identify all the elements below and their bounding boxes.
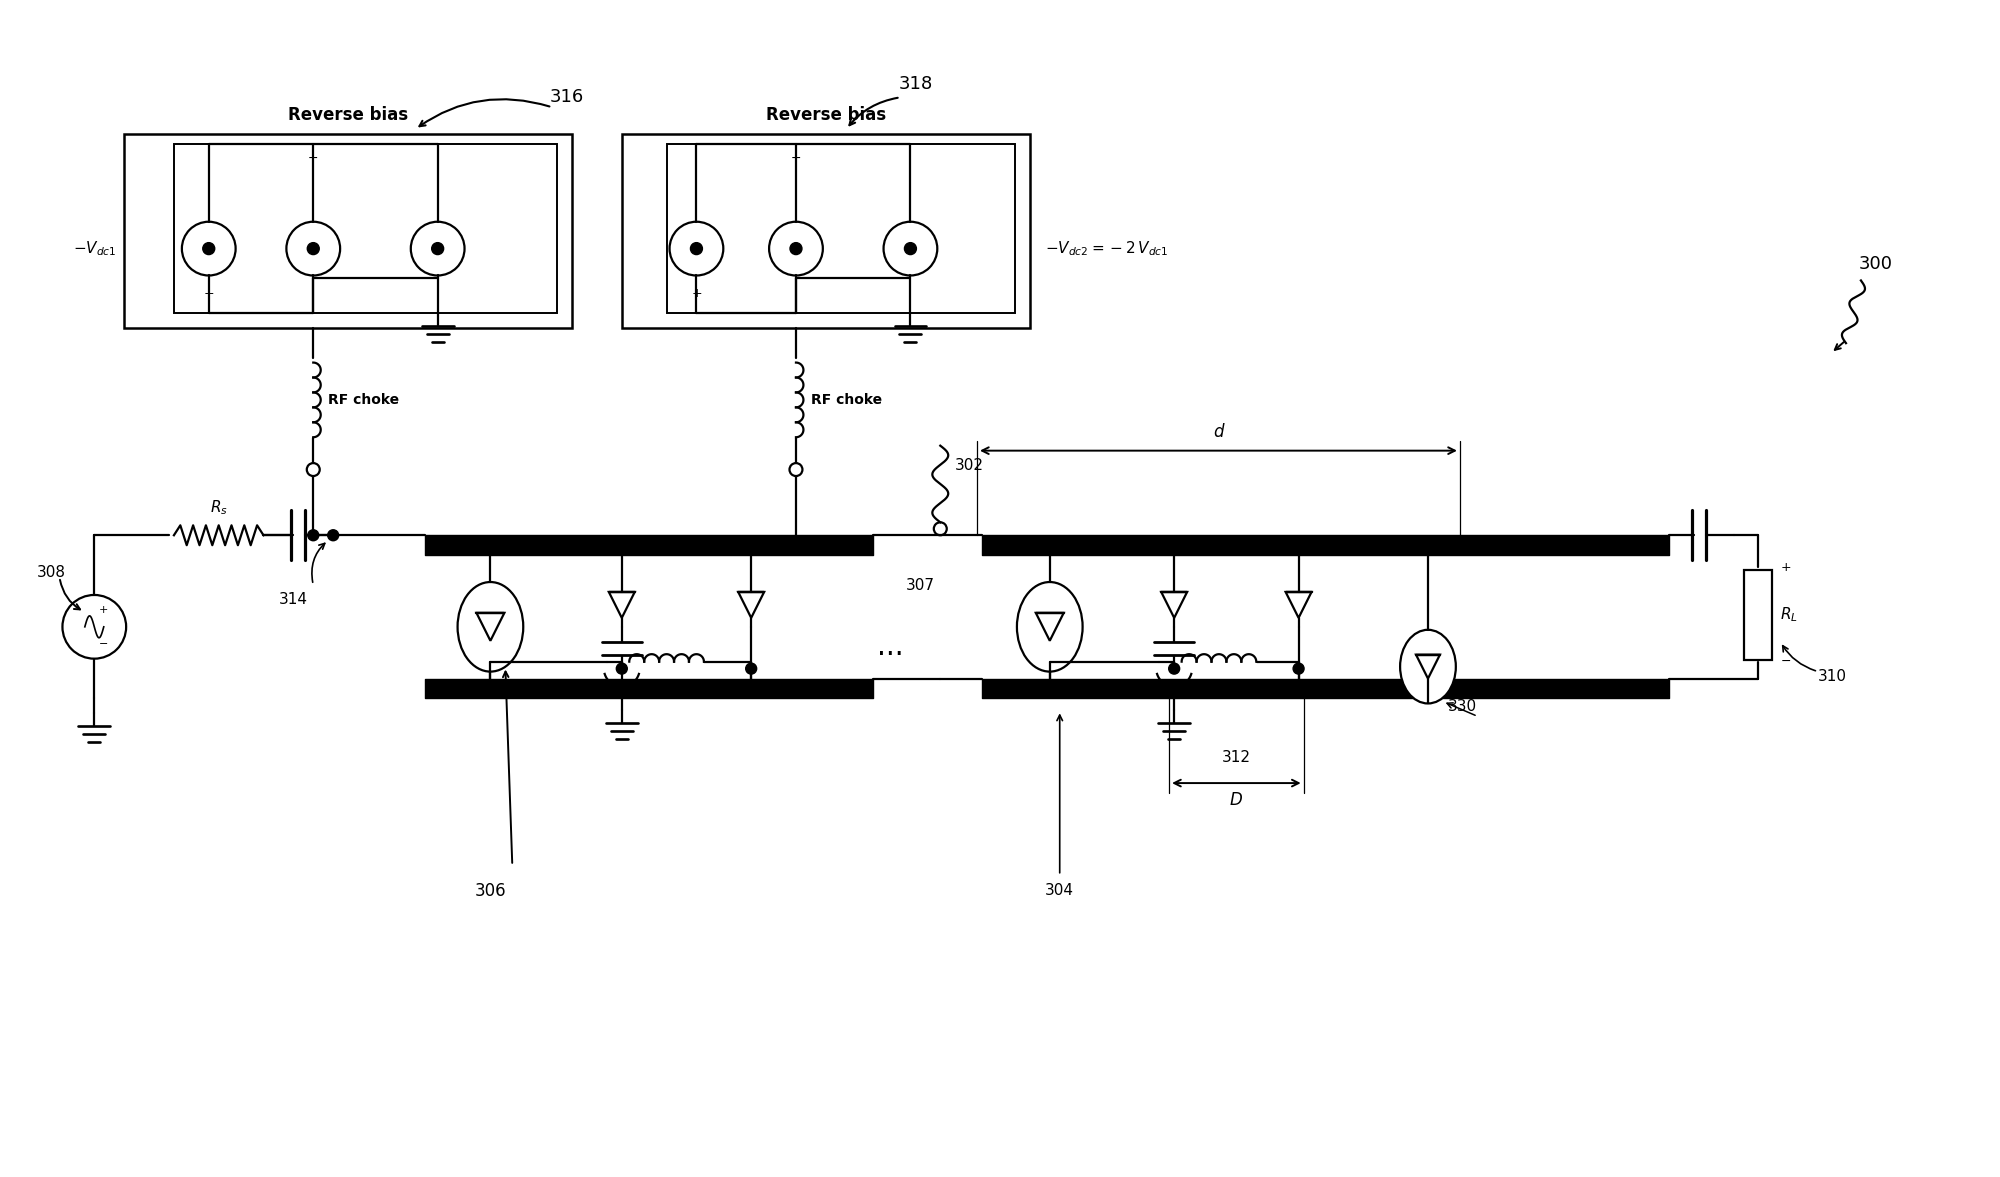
Circle shape: [934, 523, 946, 536]
Circle shape: [432, 242, 444, 254]
Text: Reverse bias: Reverse bias: [766, 106, 886, 125]
Circle shape: [62, 594, 126, 659]
Text: $R_L$: $R_L$: [1780, 605, 1798, 624]
Circle shape: [616, 663, 628, 674]
Text: 316: 316: [550, 88, 584, 106]
Text: 300: 300: [1858, 254, 1892, 273]
Text: ...: ...: [878, 633, 904, 660]
Circle shape: [790, 463, 802, 476]
Circle shape: [790, 242, 802, 254]
Text: d: d: [1214, 423, 1224, 440]
Circle shape: [690, 242, 702, 254]
Text: 314: 314: [278, 592, 308, 607]
Ellipse shape: [1016, 583, 1082, 672]
Text: +: +: [100, 605, 108, 614]
Text: 330: 330: [1448, 699, 1478, 714]
Circle shape: [308, 530, 318, 540]
Text: $R_s$: $R_s$: [210, 499, 228, 518]
Text: 312: 312: [1222, 750, 1250, 765]
Text: +: +: [1780, 560, 1790, 573]
Text: D: D: [1230, 791, 1242, 809]
Text: −: −: [100, 639, 108, 649]
Circle shape: [308, 242, 320, 254]
Circle shape: [904, 242, 916, 254]
Circle shape: [1168, 663, 1180, 674]
Bar: [174, 144, 558, 313]
Circle shape: [286, 221, 340, 275]
Circle shape: [328, 530, 338, 540]
Circle shape: [746, 663, 756, 674]
Text: −: −: [308, 152, 318, 165]
Ellipse shape: [458, 583, 524, 672]
Text: Reverse bias: Reverse bias: [288, 106, 408, 125]
Ellipse shape: [1400, 630, 1456, 704]
Text: 310: 310: [1818, 669, 1848, 684]
Circle shape: [770, 221, 822, 275]
Text: 306: 306: [474, 882, 506, 899]
Circle shape: [884, 221, 938, 275]
Text: RF choke: RF choke: [810, 393, 882, 407]
Text: +: +: [204, 287, 214, 300]
Bar: [666, 144, 1014, 313]
Text: 304: 304: [1046, 883, 1074, 898]
Text: $-V_{dc1}$: $-V_{dc1}$: [72, 239, 116, 258]
Circle shape: [306, 463, 320, 476]
Bar: [124, 134, 572, 328]
Circle shape: [202, 242, 214, 254]
Text: $-V_{dc2}=-2\,V_{dc1}$: $-V_{dc2}=-2\,V_{dc1}$: [1044, 239, 1168, 258]
Text: RF choke: RF choke: [328, 393, 400, 407]
Text: 302: 302: [956, 458, 984, 473]
Text: 307: 307: [906, 578, 936, 592]
Bar: [1744, 570, 1772, 659]
Text: −: −: [790, 152, 802, 165]
Circle shape: [410, 221, 464, 275]
Bar: [622, 134, 1030, 328]
Text: 308: 308: [36, 565, 66, 579]
Text: +: +: [692, 287, 702, 300]
Text: 318: 318: [898, 75, 932, 93]
Circle shape: [670, 221, 724, 275]
Circle shape: [182, 221, 236, 275]
Text: −: −: [1780, 656, 1790, 669]
Circle shape: [1294, 663, 1304, 674]
